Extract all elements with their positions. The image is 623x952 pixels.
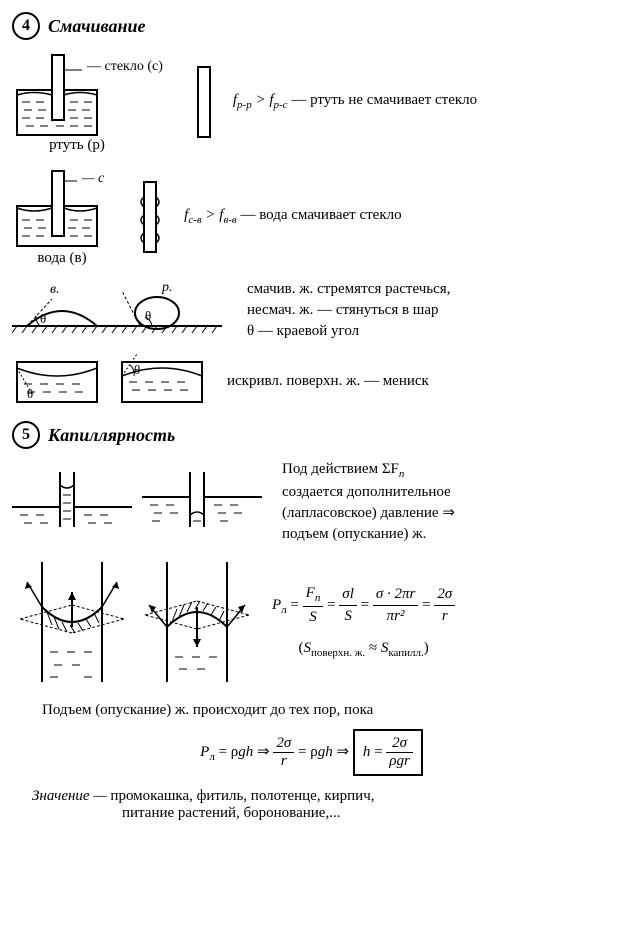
mercury-label: ртуть (р) <box>12 137 142 154</box>
capillary-schematic-row: Под действием ΣFn создается дополнительн… <box>12 459 611 545</box>
drops-row: в. θ р. θ смачив. ж. стремятся растечься… <box>12 279 611 342</box>
water-row: вода (в) — с fс-в > fв-в — вода смачивае… <box>12 166 611 267</box>
capillary-fall-diagram <box>142 467 262 537</box>
section-5-number: 5 <box>12 421 40 449</box>
section-4-header: 4 Смачивание <box>12 12 611 40</box>
svg-text:θ: θ <box>40 311 46 326</box>
meniscus-text: искривл. поверхн. ж. — мениск <box>227 371 429 392</box>
svg-text:θ: θ <box>145 308 151 323</box>
meaning-block: Значение — промокашка, фитиль, полотенце… <box>32 788 611 822</box>
mercury-formula-text: fр-р > fр-с — ртуть не смачивает стекло <box>233 90 477 113</box>
mercury-row: ртуть (р) — стекло (с) fр-р > fр-с — рту… <box>12 50 611 154</box>
section-5-header: 5 Капиллярность <box>12 421 611 449</box>
section-4-number: 4 <box>12 12 40 40</box>
concave-meniscus-force <box>12 557 132 687</box>
svg-text:р.: р. <box>161 281 173 295</box>
laplace-formula: Pл = FnS = σlS = σ · 2πrπr² = 2σr (Sпове… <box>272 583 455 662</box>
laplace-row: Pл = FnS = σlS = σ · 2πrπr² = 2σr (Sпове… <box>12 557 611 687</box>
water-label: вода (в) <box>12 250 112 267</box>
glass-label-1: — стекло (с) <box>87 59 163 75</box>
svg-text:θ: θ <box>27 386 33 401</box>
capillary-rise-diagram <box>12 467 132 537</box>
rise-formula: Pл = ρgh ⇒ 2σr = ρgh ⇒ h = 2σρgr <box>12 729 611 776</box>
svg-text:в.: в. <box>50 282 60 297</box>
glass-plate-mercury <box>188 62 218 142</box>
water-formula-text: fс-в > fв-в — вода смачивает стекло <box>184 205 401 228</box>
section-5-title: Капиллярность <box>48 425 175 446</box>
glass-label-2: — с <box>82 171 104 187</box>
capillary-desc: Под действием ΣFn создается дополнительн… <box>282 459 455 545</box>
convex-meniscus-force <box>137 557 257 687</box>
section-4-title: Смачивание <box>48 16 145 37</box>
meniscus-row: θ θ искривл. поверхн. ж. — мениск <box>12 354 611 409</box>
svg-text:θ: θ <box>134 362 140 377</box>
meniscus-diagram: θ θ <box>12 354 212 409</box>
rise-text: Подъем (опускание) ж. происходит до тех … <box>42 702 611 719</box>
drops-text: смачив. ж. стремятся растечься, несмач. … <box>247 279 450 342</box>
drops-diagram: в. θ р. θ <box>12 281 222 341</box>
glass-plate-water <box>134 177 169 257</box>
